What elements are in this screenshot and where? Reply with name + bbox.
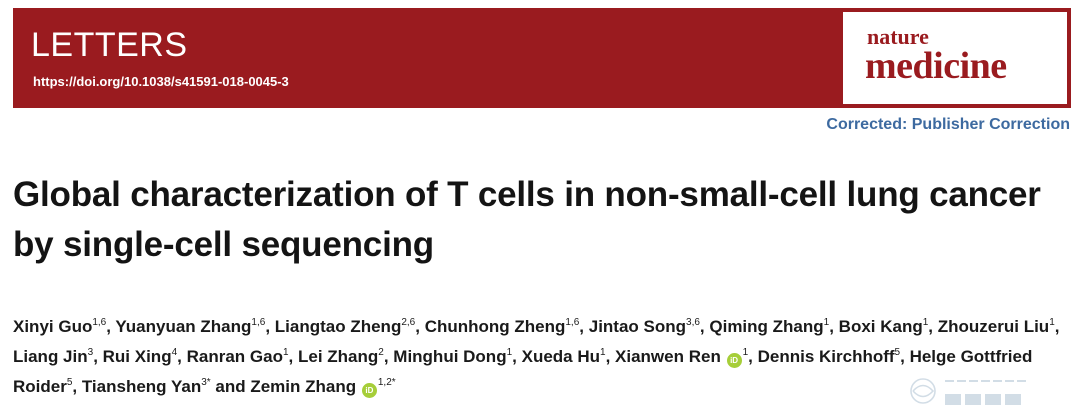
journal-header-banner: LETTERS https://doi.org/10.1038/s41591-0… [13,8,1071,108]
affiliation-superscript: 1,6 [92,317,107,328]
author-list: Xinyi Guo1,6, Yuanyuan Zhang1,6, Liangta… [13,317,1060,398]
orcid-icon[interactable]: iD [361,383,377,398]
author-name[interactable]: Yuanyuan Zhang [115,317,252,336]
author-name[interactable]: Lei Zhang [297,347,379,366]
author-name[interactable]: Boxi Kang [838,317,923,336]
affiliation-superscript: 2,6 [401,317,416,328]
author-name[interactable]: Helge Gottfried Roider [13,347,1033,396]
affiliation-superscript: 1 [742,347,749,358]
author-name[interactable]: Ranran Gao [186,347,283,366]
journal-logo[interactable]: nature medicine [843,12,1067,104]
affiliation-superscript: 1 [1049,317,1055,328]
affiliation-superscript: 5 [66,377,73,388]
journal-logo-line1: nature [867,24,929,49]
author-name[interactable]: Zhouzerui Liu [937,317,1050,336]
affiliation-superscript: 3* [201,377,211,388]
correction-notice-link[interactable]: Corrected: Publisher Correction [826,116,1070,133]
affiliation-superscript: 1,6 [251,317,266,328]
affiliation-superscript: 1,2* [377,377,396,388]
affiliation-superscript: 4 [171,347,178,358]
affiliation-superscript: 1,6 [565,317,580,328]
author-name[interactable]: Jintao Song [588,317,687,336]
affiliation-superscript: 3,6 [686,317,700,328]
affiliation-superscript: 1 [506,347,513,358]
affiliation-superscript: 3 [87,347,94,358]
affiliation-superscript: 1 [922,317,929,328]
author-name[interactable]: Xinyi Guo [13,317,93,336]
author-name[interactable]: Xianwen Ren [615,347,721,366]
affiliation-superscript: 1 [282,347,289,358]
orcid-icon[interactable]: iD [726,353,742,368]
author-name[interactable]: Rui Xing [102,347,172,366]
affiliation-superscript: 5 [894,347,901,358]
affiliation-superscript: 1 [823,317,830,328]
journal-logo-line2: medicine [865,45,1007,87]
author-name[interactable]: Liangtao Zheng [274,317,402,336]
affiliation-superscript: 1 [600,347,606,358]
article-title: Global characterization of T cells in no… [13,175,1041,264]
author-name[interactable]: Qiming Zhang [709,317,824,336]
author-name[interactable]: Dennis Kirchhoff [757,347,895,366]
author-name[interactable]: Tiansheng Yan [81,377,202,396]
doi-link[interactable]: https://doi.org/10.1038/s41591-018-0045-… [33,74,289,89]
author-name[interactable]: Zemin Zhang [250,377,357,396]
author-name[interactable]: Minghui Dong [393,347,507,366]
author-name[interactable]: Liang Jin [13,347,88,366]
author-name[interactable]: Xueda Hu [521,347,601,366]
section-label: LETTERS [31,26,188,64]
affiliation-superscript: 2 [378,347,384,358]
author-name[interactable]: Chunhong Zheng [424,317,566,336]
